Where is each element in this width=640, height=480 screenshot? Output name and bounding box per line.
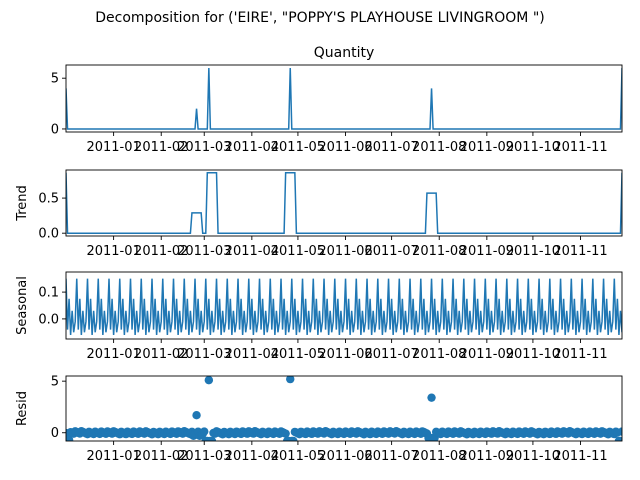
y-axis-label: Resid <box>15 391 30 426</box>
x-tick-label: 2011-11 <box>553 449 607 464</box>
resid-point <box>207 436 217 441</box>
x-tick-label: 2011-05 <box>271 244 325 259</box>
x-tick-label: 2011-04 <box>225 140 279 155</box>
x-tick-label: 2011-05 <box>271 347 325 362</box>
x-tick-label: 2011-03 <box>177 449 231 464</box>
panel-3: 0.00.12011-012011-022011-032011-042011-0… <box>15 271 623 362</box>
x-tick-label: 2011-02 <box>134 140 188 155</box>
x-tick-label: 2011-04 <box>225 244 279 259</box>
y-axis-label: Seasonal <box>15 276 30 335</box>
quantity-line <box>66 68 622 130</box>
x-tick-label: 2011-08 <box>412 140 466 155</box>
panel-title: Quantity <box>314 45 375 61</box>
resid-point <box>289 436 298 441</box>
resid-point <box>427 393 436 402</box>
resid-point <box>192 411 201 420</box>
resid-point <box>281 429 290 438</box>
y-tick-label: 0.5 <box>38 192 59 207</box>
x-tick-label: 2011-07 <box>364 449 418 464</box>
x-tick-label: 2011-08 <box>412 244 466 259</box>
series-area <box>66 278 622 336</box>
axes-frame <box>65 64 623 133</box>
x-tick-label: 2011-01 <box>86 449 140 464</box>
panels: 052011-012011-022011-032011-042011-05201… <box>15 45 623 464</box>
x-tick-label: 2011-03 <box>177 140 231 155</box>
x-tick-label: 2011-02 <box>134 244 188 259</box>
x-tick-label: 2011-06 <box>318 449 372 464</box>
axes-frame <box>65 375 623 442</box>
y-tick-label: 5 <box>51 72 59 87</box>
x-tick-label: 2011-05 <box>271 449 325 464</box>
x-tick-label: 2011-08 <box>412 347 466 362</box>
x-tick-label: 2011-01 <box>86 140 140 155</box>
x-tick-label: 2011-10 <box>506 449 560 464</box>
resid-point <box>204 376 214 385</box>
x-tick-label: 2011-11 <box>553 244 607 259</box>
resid-point <box>616 436 622 441</box>
x-tick-label: 2011-07 <box>364 347 418 362</box>
panel-2: 0.00.52011-012011-022011-032011-042011-0… <box>15 169 623 259</box>
x-tick-label: 2011-09 <box>460 244 514 259</box>
x-tick-label: 2011-08 <box>412 449 466 464</box>
y-tick-label: 0.0 <box>38 312 59 327</box>
x-tick-label: 2011-04 <box>225 449 279 464</box>
resid-point <box>617 427 622 436</box>
x-tick-label: 2011-10 <box>506 347 560 362</box>
series-area <box>66 68 622 130</box>
x-tick-label: 2011-03 <box>177 244 231 259</box>
x-tick-label: 2011-06 <box>318 140 372 155</box>
y-tick-label: 0.1 <box>38 286 59 301</box>
x-tick-label: 2011-07 <box>364 244 418 259</box>
y-axis-label: Trend <box>15 185 30 222</box>
x-tick-label: 2011-03 <box>177 347 231 362</box>
x-tick-label: 2011-01 <box>86 347 140 362</box>
x-tick-label: 2011-09 <box>460 140 514 155</box>
seasonal-line <box>66 278 622 336</box>
x-tick-label: 2011-10 <box>506 244 560 259</box>
y-tick-label: 0 <box>51 122 59 137</box>
axes-frame <box>65 271 623 340</box>
x-tick-label: 2011-07 <box>364 140 418 155</box>
series-area <box>66 172 622 234</box>
x-tick-label: 2011-02 <box>134 347 188 362</box>
x-tick-label: 2011-10 <box>506 140 560 155</box>
x-tick-label: 2011-09 <box>460 347 514 362</box>
x-tick-label: 2011-04 <box>225 347 279 362</box>
x-tick-label: 2011-09 <box>460 449 514 464</box>
x-tick-label: 2011-05 <box>271 140 325 155</box>
x-tick-label: 2011-06 <box>318 347 372 362</box>
figure-suptitle: Decomposition for ('EIRE', "POPPY'S PLAY… <box>95 10 544 26</box>
resid-point <box>286 376 295 384</box>
series-area <box>66 376 622 441</box>
trend-line <box>66 172 622 234</box>
x-tick-label: 2011-02 <box>134 449 188 464</box>
x-tick-label: 2011-11 <box>553 140 607 155</box>
y-tick-label: 5 <box>51 375 59 390</box>
y-tick-label: 0.0 <box>38 227 59 242</box>
x-tick-label: 2011-11 <box>553 347 607 362</box>
axes-frame <box>65 169 623 237</box>
x-tick-label: 2011-01 <box>86 244 140 259</box>
y-tick-label: 0 <box>51 426 59 441</box>
panel-4: 052011-012011-022011-032011-042011-05201… <box>15 375 623 464</box>
panel-1: 052011-012011-022011-032011-042011-05201… <box>51 45 623 155</box>
resid-point <box>200 427 209 436</box>
x-tick-label: 2011-06 <box>318 244 372 259</box>
